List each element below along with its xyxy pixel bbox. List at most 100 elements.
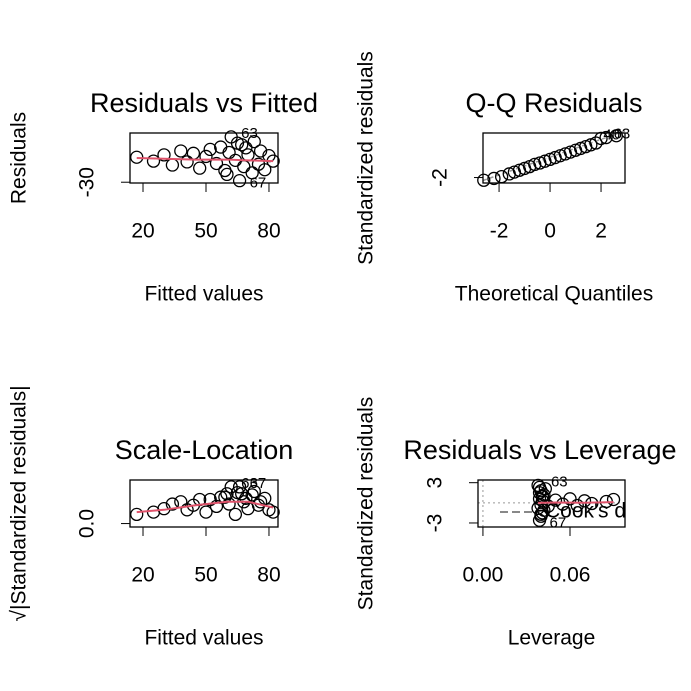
point [180,155,194,169]
x-tick-label: 20 [131,220,154,243]
point [235,138,249,152]
panel-title: Scale-Location [115,435,294,465]
point [534,507,548,521]
point [245,166,259,180]
plot-area: Cook's distance [478,480,691,527]
point [228,507,243,522]
point [199,505,213,519]
plot-box [129,479,279,528]
point [606,492,621,507]
panel: Scale-Location Fitted values √|Standardize… [8,385,294,649]
point [174,144,188,158]
point [232,480,247,494]
point [165,158,180,172]
point [577,494,592,508]
point [165,497,180,511]
point [563,492,577,506]
point [477,173,491,187]
x-tick-label: 80 [257,564,280,587]
panel-title: Residuals vs Fitted [90,88,318,118]
legend-text: Cook's distance [545,500,691,523]
y-tick-label: -30 [76,167,99,197]
x-tick-label: 0 [544,220,556,243]
point-label: 63 [614,126,631,143]
point-label: 63 [241,475,258,492]
point [247,134,261,149]
point [548,493,563,507]
point [193,161,207,175]
point [220,167,234,182]
x-tick-label: 20 [131,564,154,587]
point [235,487,249,501]
x-tick-label: 0.06 [550,564,591,587]
point [232,174,247,188]
point [222,145,236,160]
point [186,146,201,160]
smooth-line [136,500,274,514]
point [199,149,213,164]
point [609,129,623,143]
point [237,159,251,174]
point [203,142,217,157]
y-tick-label: 3 [424,477,447,489]
point [487,171,501,186]
y-axis-label: Standardized residuals [355,397,378,611]
x-axis-label: Fitted values [144,627,263,650]
point-label: 67 [250,475,267,492]
point [245,488,259,502]
panel-title: Residuals vs Leverage [403,435,676,465]
y-axis-label: Residuals [8,112,31,204]
plot-box [129,132,279,184]
point [253,144,268,158]
point [253,495,268,509]
x-tick-label: 0.00 [462,564,503,587]
point [247,484,261,499]
point [532,480,547,495]
panel: Q-Q Residuals Theoretical Quantiles Standa… [355,51,654,305]
smooth-line [136,157,274,163]
plot-box [477,479,626,528]
y-axis-label: √|Standardized residuals| [8,385,31,621]
point [599,130,613,145]
x-axis-label: Leverage [508,627,596,650]
point [209,499,224,514]
y-tick-label: -2 [429,168,452,187]
panel-title: Q-Q Residuals [465,88,642,118]
x-tick-label: -2 [490,220,509,243]
point [570,498,584,513]
point [239,491,253,505]
point-label: 67 [550,514,567,531]
point-label: 40 [603,126,620,143]
point [239,141,253,155]
point [266,505,280,519]
point [209,156,224,171]
point [218,490,232,504]
panel: Residuals vs Leverage Leverage Standardize… [355,397,691,650]
y-axis-label: Standardized residuals [355,51,378,265]
x-tick-label: 2 [595,220,607,243]
x-axis-label: Fitted values [144,283,263,306]
point-label: 63 [551,473,568,490]
point [528,157,542,172]
plot-box [482,132,626,184]
point [258,163,272,177]
point [494,169,509,184]
y-tick-label: 0.0 [76,509,99,538]
smooth-line [538,501,614,504]
x-tick-label: 50 [194,564,217,587]
x-tick-label: 80 [257,220,280,243]
point [222,497,236,511]
x-tick-label: 50 [194,220,217,243]
point [589,136,603,150]
point [146,154,161,168]
point [537,503,551,517]
point [258,491,272,505]
point [157,148,171,162]
point [130,507,144,522]
x-axis-label: Theoretical Quantiles [455,283,653,306]
y-tick-label: -3 [424,514,447,533]
panel: Residuals vs Fitted Fitted values Residual… [8,88,319,305]
point [220,487,234,501]
point [532,486,547,500]
